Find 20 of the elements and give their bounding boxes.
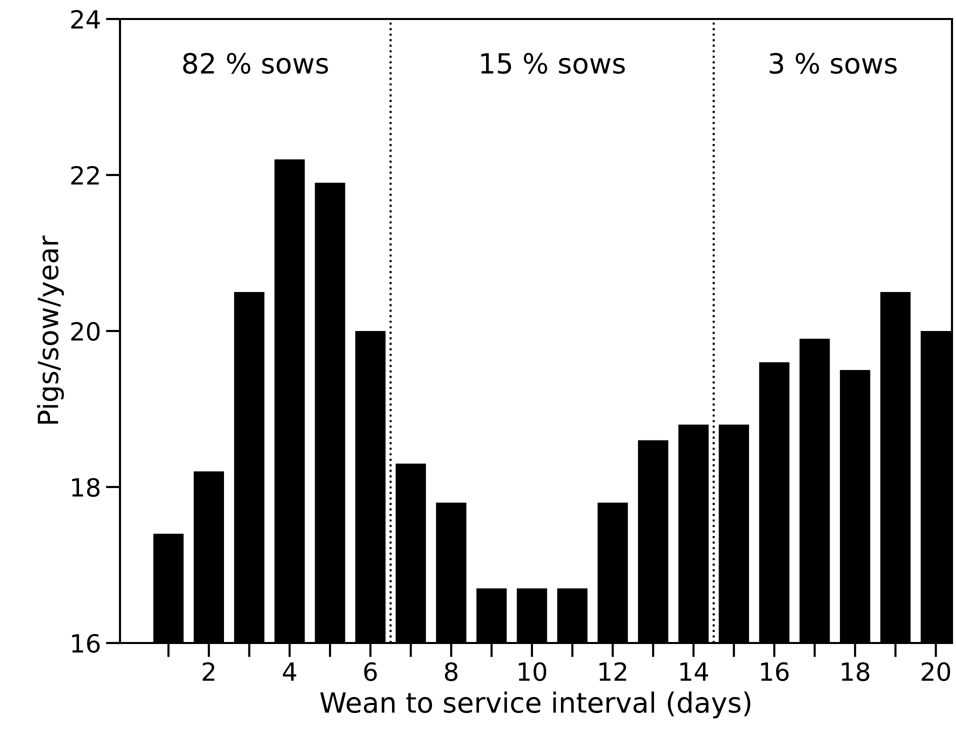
annotation: 3 % sows (770, 52, 897, 74)
x-tick-label: 6 (364, 662, 377, 682)
x-tick-label: 8 (444, 662, 458, 682)
x-tick-label: 16 (761, 662, 789, 682)
y-tick-label: 18 (72, 478, 100, 497)
y-axis-title: Pigs/sow/year (37, 236, 64, 424)
x-tick-label: 20 (922, 662, 950, 682)
y-tick-label: 20 (71, 322, 100, 341)
annotation: 15 % sows (481, 52, 625, 74)
y-tick-label: 22 (71, 166, 99, 184)
x-tick-label: 14 (680, 662, 708, 681)
x-tick-label: 2 (202, 662, 214, 681)
y-tick-label: 16 (72, 634, 100, 653)
annotation: 82 % sows (183, 52, 328, 74)
x-tick-label: 18 (842, 662, 870, 682)
y-tick-label: 24 (71, 10, 100, 28)
x-tick-label: 10 (518, 662, 546, 682)
x-axis-title: Wean to service interval (days) (320, 692, 750, 718)
x-tick-label: 12 (600, 662, 626, 681)
x-tick-label: 4 (282, 662, 296, 681)
